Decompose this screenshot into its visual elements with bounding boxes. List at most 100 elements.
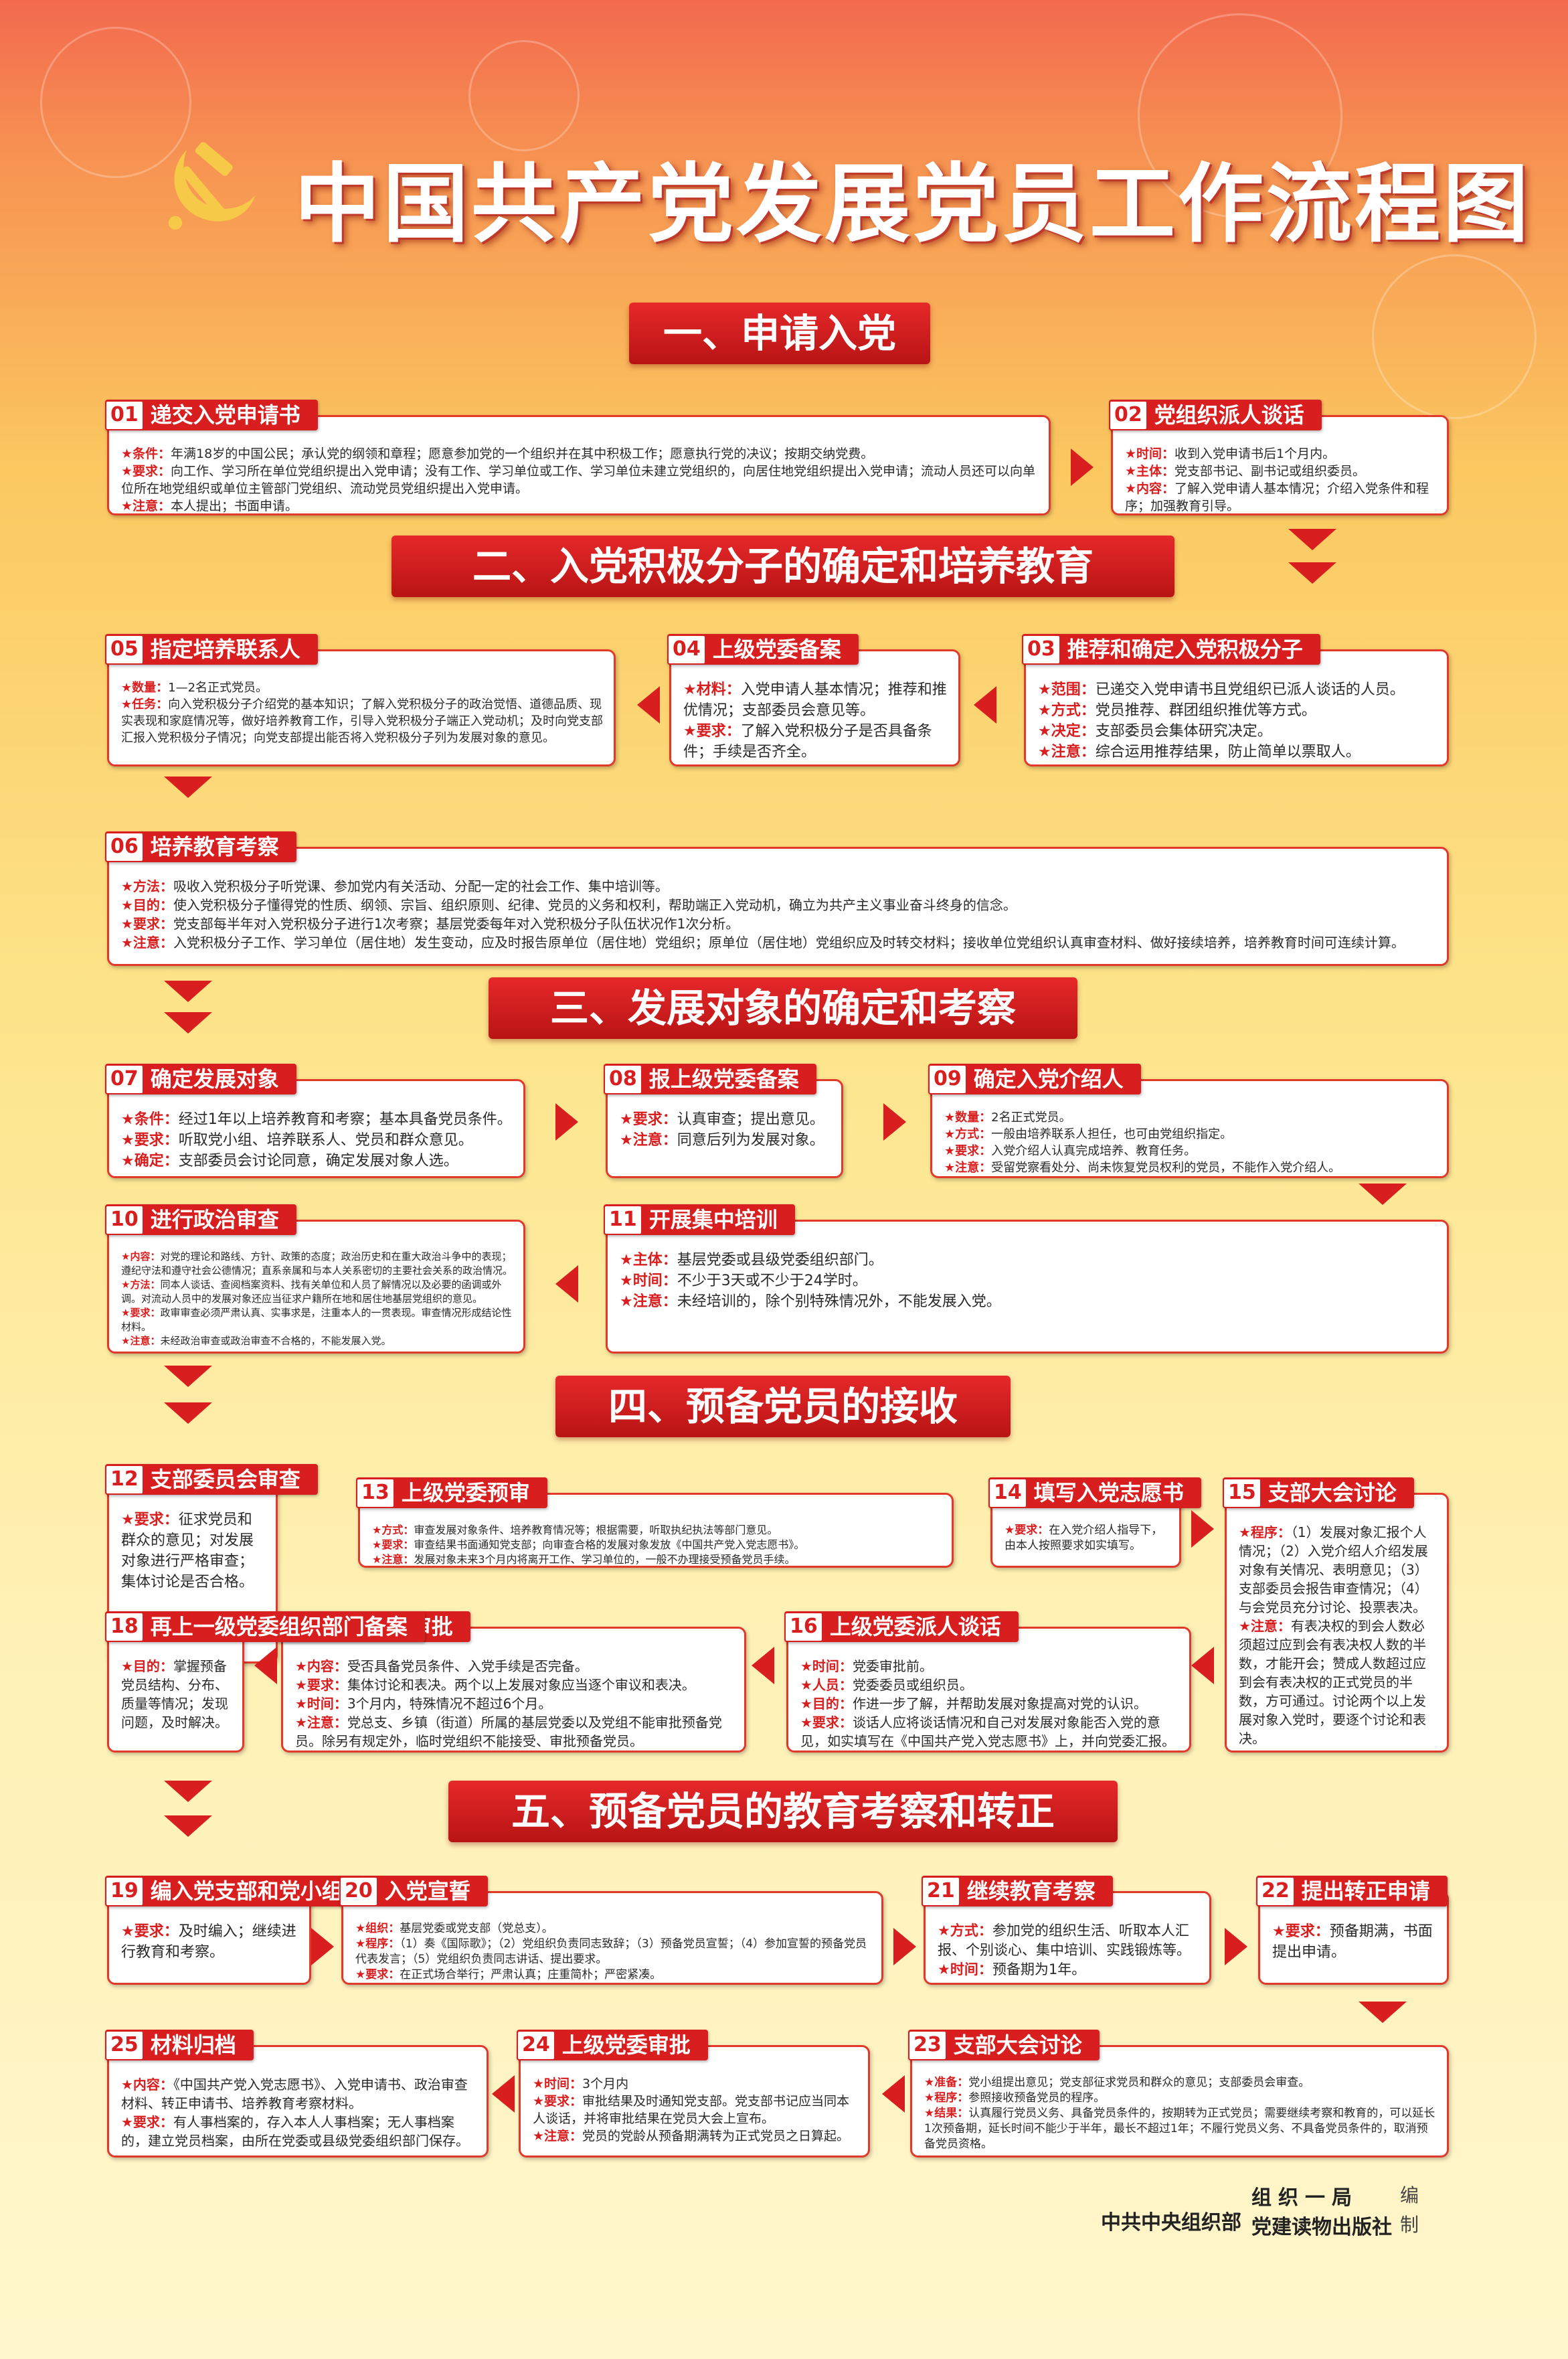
step-item: ★目的：使入党积极分子懂得党的性质、纲领、宗旨、组织原则、纪律、党员的义务和权利… [121, 896, 1438, 914]
step-item-text: 未经政治审查或政治审查不合格的，不能发展入党。 [160, 1335, 391, 1347]
step-item-text: 集体讨论和表决。两个以上发展对象应当逐个审议和表决。 [347, 1677, 695, 1693]
step-item-label: ★要求： [121, 464, 171, 479]
step-item-label: ★方法： [121, 1279, 161, 1291]
step-item-text: 入党介绍人认真完成培养、教育任务。 [991, 1144, 1197, 1158]
step-item-text: 了解入党申请人基本情况；介绍入党条件和程序；加强教育引导。 [1125, 481, 1429, 513]
step-title: 20 入党宣誓 [339, 1876, 488, 1906]
step-item-text: 本人提出；书面申请。 [171, 499, 298, 513]
step-item: ★任务：向入党积极分子介绍党的基本知识；了解入党积极分子的政治觉悟、道德品质、现… [121, 696, 604, 746]
step-item-text: 听取党小组、培养联系人、党员和群众意见。 [178, 1132, 473, 1149]
step-number: 01 [105, 400, 144, 430]
step-item-label: ★数量： [121, 681, 169, 695]
step-item: ★要求：审查结果书面通知党支部；向审查合格的发展对象发放《中国共产党入党志愿书》… [372, 1538, 942, 1552]
step-item-label: ★目的： [121, 897, 173, 913]
step-box-06: 06 培养教育考察 ★方法：吸收入党积极分子听党课、参加党内有关活动、分配一定的社会… [105, 831, 1449, 966]
step-item-label: ★材料： [683, 681, 741, 698]
step-title: 03 推荐和确定入党积极分子 [1022, 634, 1320, 665]
flow-arrow-down-icon [164, 1402, 212, 1424]
flow-arrow-down-icon [164, 981, 212, 1002]
step-item-text: 政审审查必须严肃认真、实事求是，注重本人的一贯表现。审查情况形成结论性材料。 [121, 1307, 512, 1333]
step-number: 06 [105, 832, 144, 862]
step-number: 11 [604, 1205, 642, 1235]
step-item: ★确定：支部委员会讨论同意，确定发展对象人选。 [121, 1151, 514, 1171]
step-title-text: 递交入党申请书 [150, 402, 300, 428]
step-item-text: 3个月内，特殊情况不超过6个月。 [347, 1696, 552, 1712]
step-item: ★方式：审查发展对象条件、培养教育情况等；根据需要，听取执纪执法等部门意见。 [372, 1523, 942, 1538]
flow-arrow-left-icon [882, 2075, 905, 2113]
step-item-text: 发展对象未来3个月内将离开工作、学习单位的，一般不办理接受预备党员手续。 [414, 1553, 796, 1566]
step-title: 11 开展集中培训 [604, 1204, 795, 1235]
step-item-text: 综合运用推荐结果，防止简单以票取人。 [1095, 744, 1361, 760]
step-item-text: 党小组提出意见；党支部征求党员和群众的意见；支部委员会审查。 [968, 2076, 1310, 2089]
flow-arrow-down-icon [164, 777, 212, 798]
section-banner-4: 四、预备党员的接收 [555, 1376, 1011, 1437]
step-item: ★数量：1—2名正式党员。 [121, 679, 604, 696]
step-box-17: 17上级党委审批★内容：受否具备党员条件、入党手续是否完备。★要求：集体讨论和表… [279, 1611, 746, 1753]
step-title-text: 上级党委备案 [712, 637, 841, 662]
step-number: 24 [517, 2030, 555, 2060]
step-item: ★准备：党小组提出意见；党支部征求党员和群众的意见；支部委员会审查。 [924, 2075, 1438, 2091]
step-item: ★注意：有表决权的到会人数必须超过应到会有表决权人数的半数，才能开会；赞成人数超… [1239, 1617, 1438, 1748]
step-title: 18 再上一级党委组织部门备案 [105, 1611, 425, 1642]
bokeh-circle [1372, 254, 1537, 419]
step-item-label: ★范围： [1038, 681, 1096, 698]
flow-arrow-right-icon [1225, 1928, 1247, 1965]
step-title-text: 填写入党志愿书 [1033, 1480, 1184, 1506]
step-item-text: 向工作、学习所在单位党组织提出入党申请；没有工作、学习单位或工作、学习单位未建立… [121, 464, 1036, 496]
step-item-text: 审查结果书面通知党支部；向审查合格的发展对象发放《中国共产党入党志愿书》。 [414, 1538, 805, 1551]
step-title: 07 确定发展对象 [105, 1064, 296, 1094]
step-item-text: 掌握预备党员结构、分布、质量等情况；发现问题，及时解决。 [121, 1658, 228, 1730]
step-item-label: ★注意： [620, 1293, 677, 1310]
step-item: ★要求：在正式场合举行；严肃认真；庄重简朴；严密紧凑。 [355, 1967, 872, 1983]
step-title-text: 党组织派人谈话 [1154, 402, 1304, 428]
flow-arrow-down-icon [1288, 529, 1336, 550]
step-item-label: ★注意： [121, 934, 173, 951]
step-title-text: 进行政治审查 [150, 1207, 279, 1232]
step-item-text: 参照接收预备党员的程序。 [968, 2091, 1106, 2105]
step-item-label: ★注意： [944, 1161, 992, 1175]
step-item-label: ★程序： [1239, 1524, 1291, 1540]
party-emblem-icon [168, 142, 255, 230]
step-item-text: 吸收入党积极分子听党课、参加党内有关活动、分配一定的社会工作、集中培训等。 [173, 878, 669, 894]
step-item-label: ★要求： [620, 1111, 677, 1128]
step-item-text: 基层党委或党支部（党总支）。 [400, 1922, 553, 1935]
step-box-14: 14 填写入党志愿书 ★要求：在入党介绍人指导下，由本人按照要求如实填写。 [988, 1477, 1201, 1568]
step-number: 23 [908, 2030, 947, 2060]
step-item: ★方式：党员推荐、群团组织推优等方式。 [1038, 700, 1438, 721]
step-item-label: ★时间： [1125, 446, 1175, 461]
step-item-text: 同本人谈话、查阅档案资料、找有关单位和人员了解情况以及必要的函调或外调。对流动人… [121, 1279, 502, 1305]
step-item-label: ★方式： [944, 1127, 992, 1141]
step-item: ★范围：已递交入党申请书且党组织已派人谈话的人员。 [1038, 679, 1438, 700]
step-item: ★要求：预备期满，书面提出申请。 [1272, 1921, 1438, 1963]
step-item: ★程序：参照接收预备党员的程序。 [924, 2091, 1438, 2106]
flow-arrow-left-icon [254, 1647, 277, 1684]
step-number: 22 [1256, 1876, 1295, 1906]
step-item: ★目的：作进一步了解，并帮助发展对象提高对党的认识。 [800, 1694, 1180, 1713]
step-item: ★注意：综合运用推荐结果，防止简单以票取人。 [1038, 742, 1438, 762]
step-item: ★要求：有人事档案的，存入本人人事档案；无人事档案的，建立党员档案，由所在党委或… [121, 2113, 477, 2150]
step-item-text: 1—2名正式党员。 [168, 681, 268, 695]
step-number: 12 [105, 1465, 144, 1495]
step-box-22: 22 提出转正申请 ★要求：预备期满，书面提出申请。 [1256, 1876, 1449, 1985]
step-item-text: 在正式场合举行；严肃认真；庄重简朴；严密紧凑。 [400, 1968, 662, 1981]
step-title-text: 材料归档 [150, 2032, 236, 2058]
step-box-25: 25 材料归档 ★内容：《中国共产党入党志愿书》、入党申请书、政治审查材料、转正申请… [105, 2030, 489, 2158]
step-item-label: ★要求： [121, 1307, 161, 1319]
step-title: 02 党组织派人谈话 [1109, 400, 1322, 430]
step-item-text: 未经培训的，除个别特殊情况外，不能发展入党。 [677, 1293, 1001, 1310]
flow-arrow-down-icon [1359, 2002, 1407, 2023]
flow-arrow-left-icon [752, 1647, 774, 1684]
step-item-text: 在入党介绍人指导下，由本人按照要求如实填写。 [1005, 1524, 1163, 1552]
step-title: 23 支部大会讨论 [908, 2030, 1100, 2060]
step-item-text: 审批结果及时通知党支部。党支部书记应当同本人谈话，并将审批结果在党员大会上宣布。 [533, 2094, 850, 2126]
step-box-15: 15 支部大会讨论 ★程序：（1）发展对象汇报个人情况；（2）入党介绍人介绍发展对象… [1223, 1477, 1449, 1753]
step-item-text: 预备期为1年。 [992, 1961, 1086, 1977]
step-item-label: ★要求： [944, 1144, 992, 1158]
step-number: 10 [105, 1205, 144, 1235]
step-item-text: 认真审查；提出意见。 [677, 1111, 824, 1128]
step-item-label: ★时间： [295, 1696, 347, 1712]
publisher-right-1: 组织一局 [1251, 2186, 1359, 2210]
step-item: ★要求：审批结果及时通知党支部。党支部书记应当同本人谈话，并将审批结果在党员大会… [533, 2093, 859, 2127]
step-item: ★人员：党委委员或组织员。 [800, 1676, 1180, 1694]
step-item: ★注意：同意后列为发展对象。 [620, 1130, 832, 1151]
